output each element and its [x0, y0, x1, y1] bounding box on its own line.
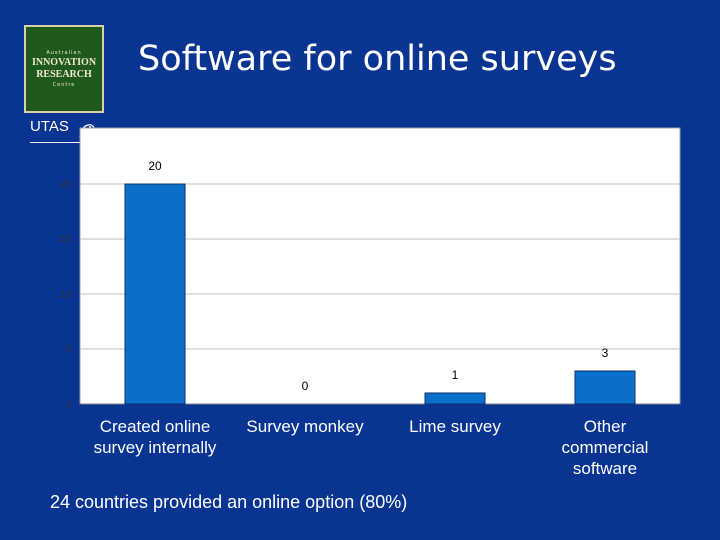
innovation-research-centre-logo: Australian INNOVATION RESEARCH Centre — [24, 25, 104, 113]
data-label: 0 — [302, 379, 309, 393]
x-tick-label: Lime survey — [370, 416, 540, 437]
footnote: 24 countries provided an online option (… — [50, 492, 408, 512]
bar — [574, 370, 636, 405]
logo-line-1: INNOVATION — [31, 57, 97, 68]
x-tick-label-line: Created online — [99, 417, 211, 436]
logo-line-2: RESEARCH — [36, 69, 92, 80]
data-label: 1 — [452, 368, 459, 382]
x-tick-label: Other commercial software — [520, 416, 690, 479]
utas-wordmark: UTAS — [30, 118, 69, 135]
x-tick-label-line: Survey monkey — [246, 417, 364, 436]
x-tick-label-line: survey internally — [93, 438, 217, 457]
logo-top-line: Australian — [46, 50, 82, 56]
y-tick-label: 5 — [66, 344, 71, 354]
x-tick-label: Survey monkey — [220, 416, 390, 437]
x-tick-label-line: Other — [583, 417, 627, 436]
x-tick-label: Created online survey internally — [70, 416, 240, 458]
y-tick-label: 0 — [66, 399, 71, 409]
x-tick-label-line: software — [572, 459, 638, 478]
bar — [124, 183, 186, 405]
y-tick-label: 10 — [61, 289, 71, 299]
slide-title: Software for online surveys — [138, 39, 617, 79]
bar — [424, 392, 486, 405]
data-label: 20 — [148, 159, 162, 173]
logo-bottom-line: Centre — [52, 82, 76, 88]
y-tick-label: 15 — [61, 234, 71, 244]
x-tick-label-line: commercial — [561, 438, 649, 457]
y-tick-label: 20 — [61, 179, 71, 189]
x-tick-label-line: Lime survey — [409, 417, 501, 436]
data-label: 3 — [602, 346, 609, 360]
utas-underline — [30, 142, 82, 143]
